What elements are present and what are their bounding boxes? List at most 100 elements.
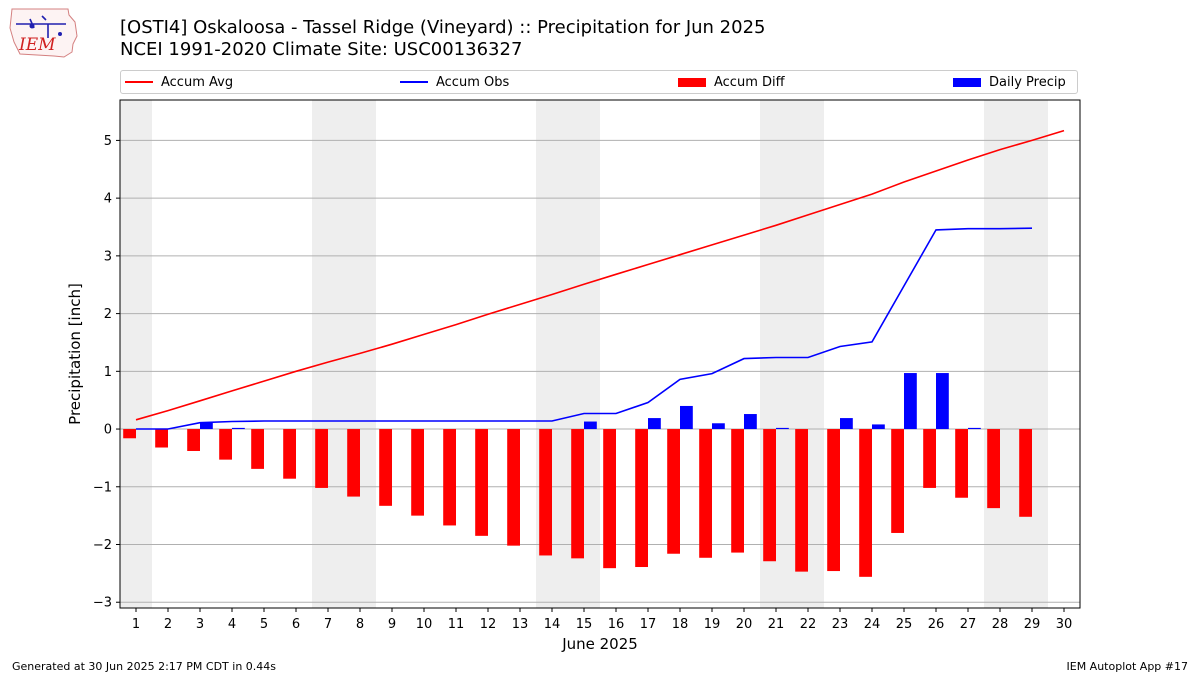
legend-swatch-daily-precip xyxy=(953,77,981,87)
x-tick-label-9: 9 xyxy=(388,617,396,632)
weekend-shade-2 xyxy=(312,100,376,608)
daily-bar-day-17 xyxy=(648,418,661,430)
diff-bar-day-2 xyxy=(155,429,168,448)
daily-bar-day-25 xyxy=(904,373,917,430)
plot-frame xyxy=(119,99,1081,609)
y-tick-label--2: −2 xyxy=(93,538,112,553)
diff-bar-day-26 xyxy=(923,429,936,488)
diff-bar-day-16 xyxy=(603,429,616,569)
y-axis-label: Precipitation [inch] xyxy=(66,283,84,425)
x-tick-label-14: 14 xyxy=(544,617,561,632)
chart-subtitle: NCEI 1991-2020 Climate Site: USC00136327 xyxy=(120,39,523,60)
weekend-shade-1 xyxy=(120,100,152,608)
diff-bar-day-12 xyxy=(475,429,488,536)
x-tick-label-12: 12 xyxy=(480,617,497,632)
footer-app: IEM Autoplot App #17 xyxy=(1066,660,1189,673)
iem-logo: IEM xyxy=(9,8,78,58)
x-tick-label-2: 2 xyxy=(164,617,172,632)
daily-bar-day-19 xyxy=(712,423,725,430)
x-tick-label-17: 17 xyxy=(640,617,657,632)
legend-item-daily-precip: Daily Precip xyxy=(953,71,1066,93)
x-tick-label-5: 5 xyxy=(260,617,268,632)
diff-bar-day-27 xyxy=(955,429,968,498)
diff-bar-day-20 xyxy=(731,429,744,553)
diff-bar-day-3 xyxy=(187,429,200,451)
x-tick-label-11: 11 xyxy=(448,617,465,632)
x-tick-label-13: 13 xyxy=(512,617,529,632)
diff-bar-day-8 xyxy=(347,429,360,497)
x-tick-label-23: 23 xyxy=(832,617,849,632)
weekend-shade-5 xyxy=(984,100,1048,608)
legend-label-daily-precip: Daily Precip xyxy=(989,74,1066,90)
daily-bar-day-20 xyxy=(744,414,757,430)
daily-bar-day-18 xyxy=(680,405,693,430)
legend-swatch-accum-avg xyxy=(125,81,153,83)
daily-bar-day-4 xyxy=(232,427,245,430)
diff-bar-day-22 xyxy=(795,429,808,572)
diff-bar-day-13 xyxy=(507,429,520,546)
x-tick-label-16: 16 xyxy=(608,617,625,632)
x-tick-label-29: 29 xyxy=(1024,617,1041,632)
x-tick-label-27: 27 xyxy=(960,617,977,632)
diff-bar-day-29 xyxy=(1019,429,1032,517)
y-tick-label-4: 4 xyxy=(104,192,112,207)
x-axis-label: June 2025 xyxy=(561,635,638,653)
x-tick-label-18: 18 xyxy=(672,617,689,632)
diff-bar-day-24 xyxy=(859,429,872,577)
diff-bar-day-25 xyxy=(891,429,904,533)
x-tick-label-20: 20 xyxy=(736,617,753,632)
diff-bar-day-4 xyxy=(219,429,232,460)
diff-bar-day-7 xyxy=(315,429,328,488)
daily-bar-day-15 xyxy=(584,421,597,430)
x-tick-label-6: 6 xyxy=(292,617,300,632)
x-tick-label-7: 7 xyxy=(324,617,332,632)
diff-bar-day-14 xyxy=(539,429,552,556)
x-tick-label-21: 21 xyxy=(768,617,785,632)
accum-obs-line xyxy=(136,227,1033,430)
x-tick-label-8: 8 xyxy=(356,617,364,632)
diff-bar-day-15 xyxy=(571,429,584,559)
diff-bar-day-10 xyxy=(411,429,424,516)
daily-bar-day-24 xyxy=(872,424,885,430)
weekend-shade-4 xyxy=(760,100,824,608)
diff-bar-day-18 xyxy=(667,429,680,554)
weekend-shade-3 xyxy=(536,100,600,608)
diff-bar-day-1 xyxy=(123,429,136,439)
daily-bar-day-23 xyxy=(840,418,853,430)
x-tick-label-4: 4 xyxy=(228,617,236,632)
x-tick-label-26: 26 xyxy=(928,617,945,632)
x-tick-label-15: 15 xyxy=(576,617,593,632)
legend-swatch-accum-obs xyxy=(400,81,428,83)
y-tick-label--3: −3 xyxy=(93,596,112,611)
diff-bar-day-6 xyxy=(283,429,296,479)
diff-bar-day-11 xyxy=(443,429,456,526)
x-tick-label-30: 30 xyxy=(1056,617,1073,632)
x-tick-label-25: 25 xyxy=(896,617,913,632)
legend-label-accum-avg: Accum Avg xyxy=(161,74,234,90)
diff-bar-day-23 xyxy=(827,429,840,572)
y-tick-label-0: 0 xyxy=(104,423,112,438)
logo-text: IEM xyxy=(18,35,56,55)
y-tick-label-1: 1 xyxy=(104,365,112,380)
y-tick-label-3: 3 xyxy=(104,249,112,264)
x-tick-label-24: 24 xyxy=(864,617,881,632)
y-tick-label--1: −1 xyxy=(93,480,112,495)
x-tick-label-22: 22 xyxy=(800,617,817,632)
daily-bar-day-3 xyxy=(200,422,213,430)
x-tick-label-1: 1 xyxy=(132,617,140,632)
diff-bar-day-9 xyxy=(379,429,392,506)
legend-item-accum-obs: Accum Obs xyxy=(400,71,509,93)
legend-item-accum-diff: Accum Diff xyxy=(678,71,785,93)
y-tick-label-2: 2 xyxy=(104,307,112,322)
accum-avg-line xyxy=(135,129,1065,421)
footer-generated: Generated at 30 Jun 2025 2:17 PM CDT in … xyxy=(12,660,277,673)
legend-item-accum-avg: Accum Avg xyxy=(125,71,233,93)
x-tick-label-3: 3 xyxy=(196,617,204,632)
legend-label-accum-obs: Accum Obs xyxy=(436,74,510,90)
y-tick-label-5: 5 xyxy=(104,134,112,149)
legend-label-accum-diff: Accum Diff xyxy=(714,74,785,90)
chart-title: [OSTI4] Oskaloosa - Tassel Ridge (Vineya… xyxy=(120,17,766,38)
x-tick-label-19: 19 xyxy=(704,617,721,632)
daily-bar-day-27 xyxy=(968,427,981,430)
legend-swatch-accum-diff xyxy=(678,77,706,87)
